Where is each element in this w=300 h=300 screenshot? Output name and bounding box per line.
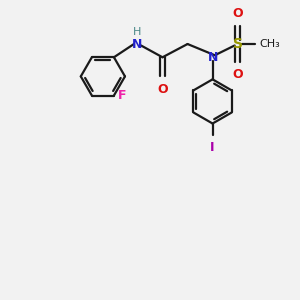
Text: CH₃: CH₃: [259, 39, 280, 49]
Text: I: I: [210, 141, 215, 154]
Text: S: S: [232, 37, 243, 51]
Text: N: N: [132, 38, 143, 50]
Text: O: O: [157, 83, 168, 96]
Text: F: F: [118, 89, 126, 102]
Text: O: O: [232, 68, 243, 81]
Text: N: N: [207, 51, 218, 64]
Text: O: O: [232, 8, 243, 20]
Text: H: H: [133, 27, 142, 37]
